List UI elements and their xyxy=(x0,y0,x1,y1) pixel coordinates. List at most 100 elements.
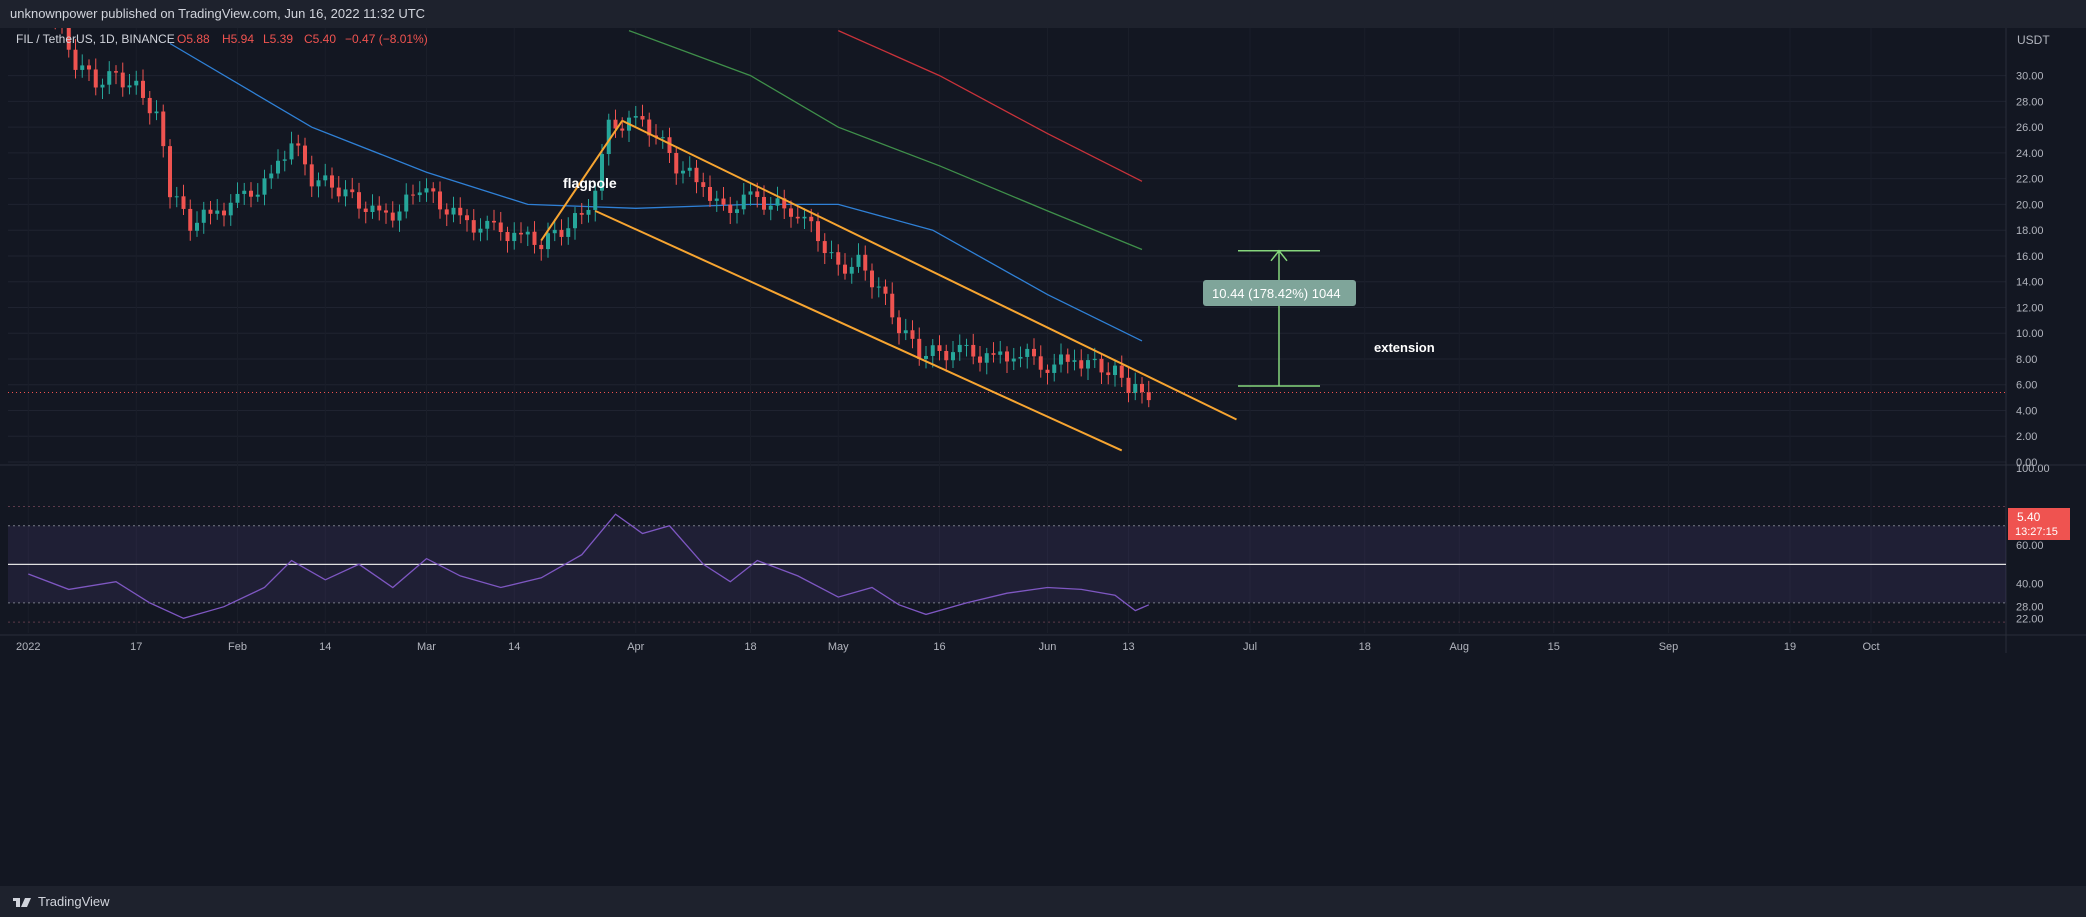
symbol-name: FIL / TetherUS, 1D, BINANCE xyxy=(16,32,175,46)
publish-header: unknownpower published on TradingView.co… xyxy=(0,0,2086,28)
candle-body xyxy=(586,209,591,215)
price-tick-label: 6.00 xyxy=(2016,380,2037,392)
candle-body xyxy=(856,254,861,267)
candle-body xyxy=(1025,348,1030,357)
candle-body xyxy=(134,80,139,86)
candle-body xyxy=(1059,354,1063,365)
candle-body xyxy=(404,194,409,212)
candle-body xyxy=(363,208,368,213)
candle-body xyxy=(289,143,294,160)
candle-body xyxy=(897,317,901,334)
time-tick-label: 14 xyxy=(508,641,520,653)
candle-body xyxy=(282,159,287,161)
price-tick-label: 0.00 xyxy=(2016,457,2037,469)
publish-text: unknownpower published on TradingView.co… xyxy=(10,6,426,21)
candle-body xyxy=(721,198,726,205)
candle-body xyxy=(1126,377,1131,394)
candle-body xyxy=(438,191,442,210)
time-tick-label: May xyxy=(828,641,849,653)
candle-body xyxy=(951,352,955,361)
candle-body xyxy=(424,188,429,193)
moving-average-line xyxy=(628,29,1143,251)
candle-body xyxy=(971,344,976,357)
moving-average-line xyxy=(169,42,1143,342)
candle-body xyxy=(370,205,375,213)
price-tick-label: 28.00 xyxy=(2016,96,2044,108)
candle-body xyxy=(546,233,550,250)
candle-body xyxy=(188,208,193,231)
grid xyxy=(0,28,2086,653)
price-tick-label: 18.00 xyxy=(2016,225,2044,237)
candle-body xyxy=(174,196,179,198)
price-tick-label: 8.00 xyxy=(2016,354,2037,366)
candle-body xyxy=(417,192,422,196)
rsi-tick-label: 100.00 xyxy=(2016,463,2050,475)
time-tick-label: 13 xyxy=(1122,641,1134,653)
footer: TradingView xyxy=(0,886,2086,917)
time-axis: 2022 17 Feb 14 Mar 14 Apr 18 May 16 Jun 13 Jul 18 Aug 1… xyxy=(16,641,1880,653)
candle-body xyxy=(235,193,240,203)
candle-body xyxy=(73,49,78,70)
candle-body xyxy=(255,194,260,197)
candle-body xyxy=(127,85,132,88)
candle-body xyxy=(640,116,645,120)
candle-body xyxy=(593,190,598,210)
time-tick-label: Mar xyxy=(417,641,436,653)
candle-body xyxy=(883,286,888,294)
candle-body xyxy=(269,173,274,179)
time-tick-label: 18 xyxy=(744,641,756,653)
candle-body xyxy=(613,119,618,129)
candle-body xyxy=(863,254,868,271)
candle-body xyxy=(485,220,490,229)
candle-body xyxy=(694,167,699,183)
candle-body xyxy=(930,345,935,356)
candle-body xyxy=(1106,372,1111,376)
moving-average-line xyxy=(838,30,1143,182)
candle-body xyxy=(741,194,746,210)
candle-body xyxy=(809,216,814,222)
candle-body xyxy=(917,338,922,359)
candle-body xyxy=(701,182,706,187)
tradingview-brand[interactable]: TradingView xyxy=(12,886,110,917)
candle-body xyxy=(849,266,854,274)
candle-body xyxy=(471,220,476,233)
candle-body xyxy=(303,145,307,165)
time-tick-label: 15 xyxy=(1548,641,1560,653)
candle-body xyxy=(782,198,787,209)
candle-body xyxy=(552,229,557,234)
candle-body xyxy=(674,152,679,174)
candle-body xyxy=(829,252,834,254)
moving-averages xyxy=(169,29,1143,342)
candle-body xyxy=(1072,360,1077,362)
time-tick-label: Sep xyxy=(1659,641,1679,653)
candle-body xyxy=(870,270,874,288)
candle-body xyxy=(944,350,949,361)
candle-body xyxy=(168,146,172,198)
rsi-tick-label: 22.00 xyxy=(2016,613,2044,625)
candle-body xyxy=(1099,358,1104,373)
candle-body xyxy=(195,222,199,231)
candle-body xyxy=(296,143,301,146)
candle-body xyxy=(431,188,436,192)
chart-canvas[interactable]: 30.00 28.00 26.00 24.00 22.00 20.00 18.00 16.00… xyxy=(0,28,2086,886)
candle-body xyxy=(843,264,847,274)
drawings xyxy=(8,119,2006,452)
time-tick-label: 14 xyxy=(319,641,331,653)
last-price-value: 5.40 xyxy=(2017,510,2041,524)
candle-body xyxy=(606,119,611,155)
candle-body xyxy=(80,65,85,70)
candle-body xyxy=(377,205,382,211)
candle-body xyxy=(937,345,942,351)
candle-body xyxy=(1032,348,1036,357)
candle-body xyxy=(1065,354,1070,362)
extension-label: extension xyxy=(1374,340,1435,355)
candle-body xyxy=(748,191,753,195)
time-tick-label: Oct xyxy=(1862,641,1879,653)
candle-body xyxy=(390,212,395,221)
candle-body xyxy=(201,209,206,223)
candle-body xyxy=(667,137,672,153)
rsi-tick-label: 60.00 xyxy=(2016,540,2044,552)
candle-body xyxy=(458,207,463,216)
price-tick-label: 16.00 xyxy=(2016,251,2044,263)
price-axis: 30.00 28.00 26.00 24.00 22.00 20.00 18.00 16.00… xyxy=(2016,71,2044,469)
